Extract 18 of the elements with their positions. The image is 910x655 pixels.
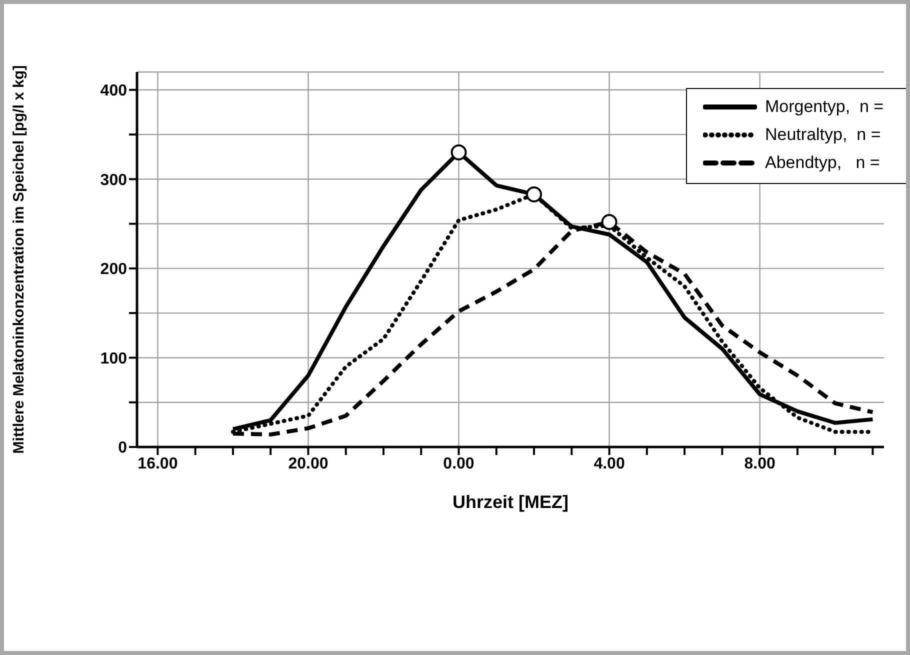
point: [601, 214, 618, 230]
point: [526, 186, 542, 202]
legend-label: Neutraltyp, n =: [765, 125, 881, 145]
y-tick-label: 400: [100, 82, 128, 100]
y-tick-label: 100: [100, 350, 128, 368]
x-tick-label: 0.00: [443, 455, 474, 472]
y-tick-label: 300: [100, 172, 128, 189]
legend-label: Morgentyp, n =: [765, 97, 884, 117]
legend-label: Abendtyp, n =: [765, 153, 880, 173]
x-tick-label: 4.00: [594, 455, 625, 472]
x-tick-label: 16.00: [138, 455, 178, 472]
y-tick-label: 200: [100, 261, 128, 278]
x-tick-label: 8.00: [744, 455, 776, 472]
point: [450, 144, 467, 160]
x-tick-label: 20.00: [288, 455, 328, 472]
x-axis-title: Uhrzeit [MEZ]: [452, 492, 568, 512]
y-tick-label: 0: [118, 440, 128, 457]
y-axis-title: Mittlere Melatoninkonzentration im Speichel [pg/l x kg]: [10, 65, 28, 454]
